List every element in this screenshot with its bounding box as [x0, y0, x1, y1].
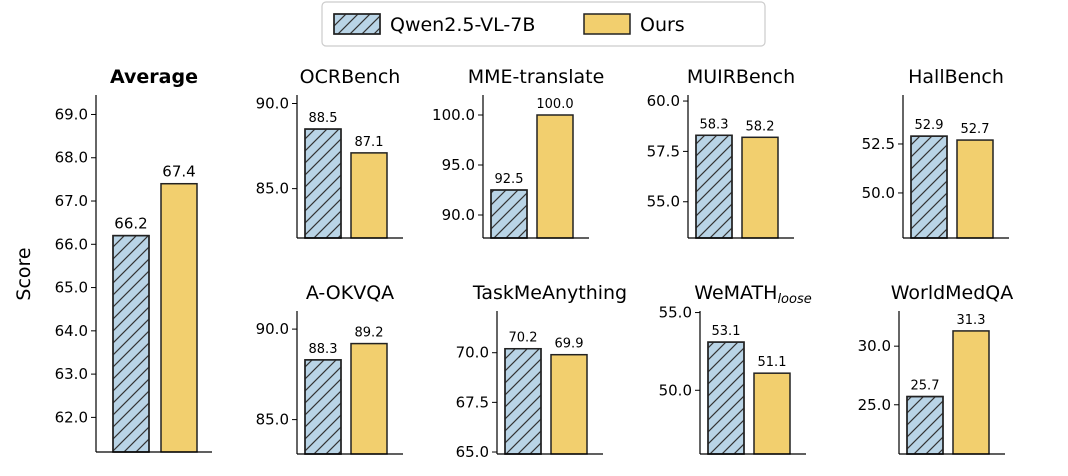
- data-label: 31.3: [957, 313, 986, 328]
- y-tick-label: 65.0: [456, 443, 489, 461]
- data-label: 51.1: [758, 355, 787, 370]
- y-tick-label: 64.0: [55, 322, 88, 340]
- y-tick-label: 90.0: [256, 95, 289, 113]
- y-tick-label: 55.0: [647, 193, 680, 211]
- bar-hatch: [112, 234, 150, 453]
- y-tick-label: 25.0: [858, 396, 891, 414]
- y-tick-label: 70.0: [456, 344, 489, 362]
- bar-hatch: [304, 128, 342, 239]
- data-label: 88.5: [309, 111, 338, 126]
- panel-title: WorldMedQA: [891, 282, 1014, 304]
- legend-swatch-hatch: [333, 13, 381, 35]
- legend-label: Ours: [640, 14, 685, 36]
- bar-hatch: [707, 341, 745, 455]
- y-tick-label: 69.0: [55, 105, 88, 123]
- panel-title: WeMATHloose: [694, 282, 811, 307]
- panel-title: Average: [110, 66, 198, 88]
- data-label: 58.3: [700, 117, 729, 132]
- data-label: 53.1: [712, 324, 741, 339]
- y-tick-label: 67.5: [456, 393, 489, 411]
- data-label: 25.7: [911, 379, 940, 394]
- data-label: 92.5: [495, 172, 524, 187]
- y-tick-label: 67.0: [55, 192, 88, 210]
- bar-hatch: [490, 189, 528, 239]
- data-label: 69.9: [555, 337, 584, 352]
- panel-title: TaskMeAnything: [472, 282, 627, 304]
- data-label: 100.0: [536, 97, 573, 112]
- bar-hatch: [504, 347, 542, 455]
- y-tick-label: 30.0: [858, 337, 891, 355]
- data-label: 89.2: [355, 326, 384, 341]
- bar-hatch: [304, 359, 342, 455]
- bar-hatch: [906, 395, 944, 455]
- data-label: 66.2: [114, 215, 147, 233]
- y-tick-label: 50.0: [659, 381, 692, 399]
- y-tick-label: 85.0: [256, 180, 289, 198]
- data-label: 58.2: [746, 119, 775, 134]
- bar-ours: [956, 139, 994, 239]
- y-tick-label: 50.0: [862, 184, 895, 202]
- y-tick-label: 63.0: [55, 365, 88, 383]
- bar-ours: [952, 330, 990, 455]
- y-tick-label: 85.0: [256, 411, 289, 429]
- y-tick-label: 100.0: [432, 106, 475, 124]
- y-tick-label: 55.0: [659, 304, 692, 322]
- bar-hatch: [910, 135, 948, 239]
- data-label: 67.4: [162, 163, 195, 181]
- y-tick-label: 52.5: [862, 135, 895, 153]
- legend-swatch: [583, 13, 631, 35]
- bar-ours: [350, 152, 388, 239]
- bar-ours: [350, 342, 388, 455]
- legend-box: [321, 1, 766, 47]
- y-tick-label: 95.0: [442, 156, 475, 174]
- bar-ours: [550, 353, 588, 455]
- y-tick-label: 57.5: [647, 142, 680, 160]
- panel-title: HallBench: [908, 66, 1004, 88]
- panel-title: MME-translate: [468, 66, 605, 88]
- bar-ours: [160, 182, 198, 453]
- bar-ours: [536, 114, 574, 239]
- y-tick-label: 60.0: [647, 92, 680, 110]
- y-tick-label: 66.0: [55, 235, 88, 253]
- panel-title: MUIRBench: [687, 66, 795, 88]
- data-label: 88.3: [309, 342, 338, 357]
- data-label: 52.9: [915, 118, 944, 133]
- panel-title: OCRBench: [300, 66, 401, 88]
- data-label: 70.2: [509, 331, 538, 346]
- data-label: 87.1: [355, 135, 384, 150]
- y-tick-label: 62.0: [55, 408, 88, 426]
- bar-ours: [741, 136, 779, 239]
- legend-label: Qwen2.5-VL-7B: [390, 14, 535, 36]
- y-axis-label: Score: [13, 247, 35, 300]
- y-tick-label: 90.0: [442, 206, 475, 224]
- data-label: 52.7: [961, 122, 990, 137]
- panel-title: A-OKVQA: [306, 282, 394, 304]
- y-tick-label: 65.0: [55, 279, 88, 297]
- y-tick-label: 68.0: [55, 149, 88, 167]
- panel-title-subscript: loose: [777, 292, 811, 307]
- bar-ours: [753, 372, 791, 455]
- y-tick-label: 90.0: [256, 320, 289, 338]
- bar-hatch: [695, 134, 733, 239]
